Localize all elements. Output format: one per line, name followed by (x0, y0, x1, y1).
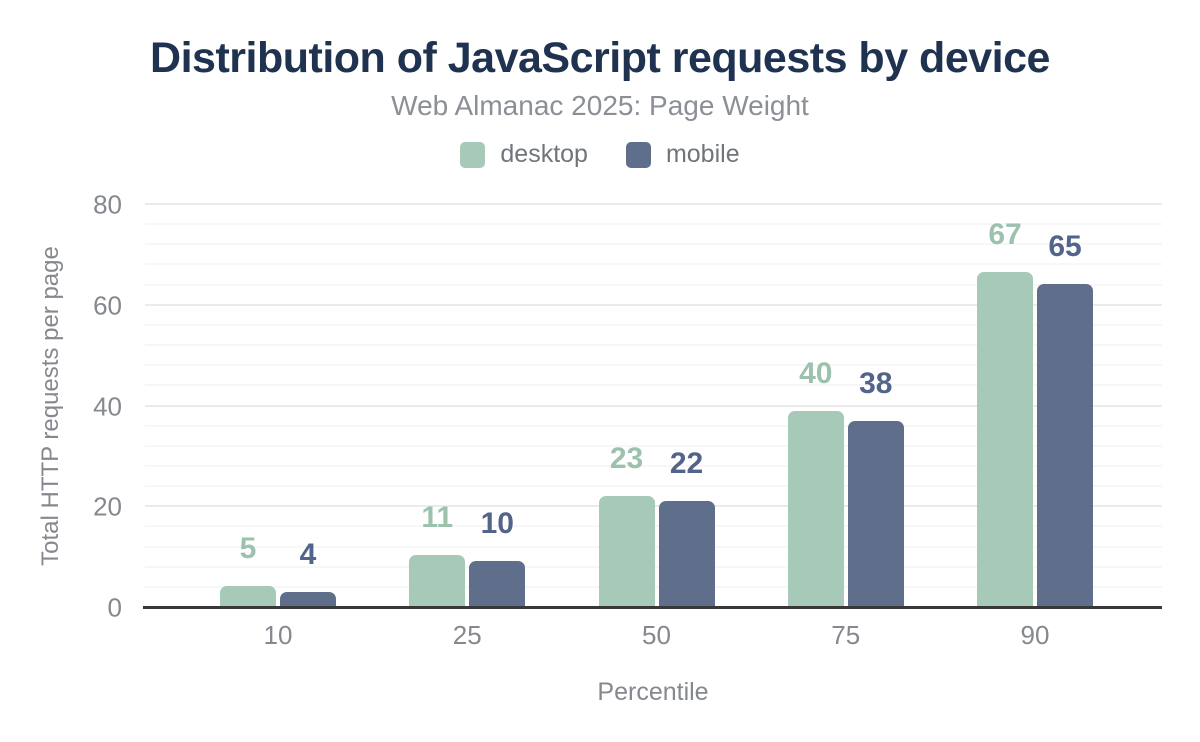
value-label-mobile-p90: 65 (1048, 230, 1082, 264)
minor-gridline (145, 444, 1162, 447)
minor-gridline (145, 364, 1162, 367)
minor-gridline (145, 485, 1162, 488)
bar-mobile-p75[interactable] (847, 421, 904, 608)
value-label-desktop-p10: 5 (239, 531, 257, 565)
legend-label-mobile: mobile (665, 140, 740, 168)
value-label-desktop-p50: 23 (609, 441, 644, 475)
value-label-desktop-p90: 67 (988, 217, 1022, 251)
chart-subtitle: Web Almanac 2025: Page Weight (391, 90, 809, 121)
x-tick-label-25: 25 (452, 620, 482, 650)
minor-gridline (145, 344, 1162, 347)
value-label-desktop-p75: 40 (799, 357, 833, 391)
minor-gridline (145, 263, 1162, 266)
y-tick-label-80: 80 (93, 189, 122, 220)
legend-label-desktop: desktop (500, 140, 588, 168)
minor-gridline (145, 243, 1162, 246)
major-gridline (145, 303, 1162, 306)
y-tick-label-20: 20 (93, 491, 122, 522)
y-tick-label-0: 0 (107, 592, 122, 623)
legend-item-mobile[interactable]: mobile (625, 140, 740, 169)
mobile-series-swatch (625, 141, 651, 168)
desktop-series-swatch (460, 141, 486, 168)
minor-gridline (145, 464, 1162, 467)
bar-desktop-p10[interactable] (220, 585, 276, 608)
bar-desktop-p50[interactable] (598, 495, 655, 608)
legend-item-desktop[interactable]: desktop (460, 140, 588, 169)
legend: desktop mobile (0, 140, 1200, 169)
y-axis-title: Total HTTP requests per page (37, 246, 64, 566)
minor-gridline (145, 323, 1162, 326)
x-tick-label-90: 90 (1020, 620, 1050, 650)
plot-area: 0 20 40 60 80 10 5 4 25 11 10 50 23 22 75 40 38 90 67 65 (93, 190, 1162, 650)
bar-mobile-p25[interactable] (469, 561, 526, 608)
chart-title: Distribution of JavaScript requests by d… (150, 34, 1050, 82)
value-label-desktop-p25: 11 (421, 501, 454, 535)
major-gridline (145, 404, 1162, 407)
bar-mobile-p90[interactable] (1037, 284, 1093, 608)
minor-gridline (145, 223, 1162, 226)
value-label-mobile-p25: 10 (480, 507, 514, 541)
value-label-mobile-p75: 38 (859, 367, 893, 401)
x-axis-title: Percentile (597, 678, 709, 706)
bar-desktop-p90[interactable] (977, 271, 1033, 608)
minor-gridline (145, 283, 1162, 286)
bar-mobile-p10[interactable] (280, 592, 336, 608)
x-tick-label-10: 10 (263, 620, 293, 650)
major-gridline (145, 203, 1162, 205)
x-tick-label-75: 75 (831, 620, 861, 650)
bar-desktop-p75[interactable] (787, 411, 844, 608)
y-tick-label-60: 60 (93, 290, 122, 321)
bar-mobile-p50[interactable] (658, 500, 715, 608)
value-label-mobile-p10: 4 (299, 538, 317, 572)
x-tick-label-50: 50 (642, 620, 671, 650)
minor-gridline (145, 384, 1162, 387)
value-label-mobile-p50: 22 (669, 446, 704, 480)
x-axis-line (143, 606, 1162, 609)
y-tick-label-40: 40 (93, 391, 122, 421)
minor-gridline (145, 424, 1162, 427)
bar-desktop-p25[interactable] (409, 555, 466, 608)
